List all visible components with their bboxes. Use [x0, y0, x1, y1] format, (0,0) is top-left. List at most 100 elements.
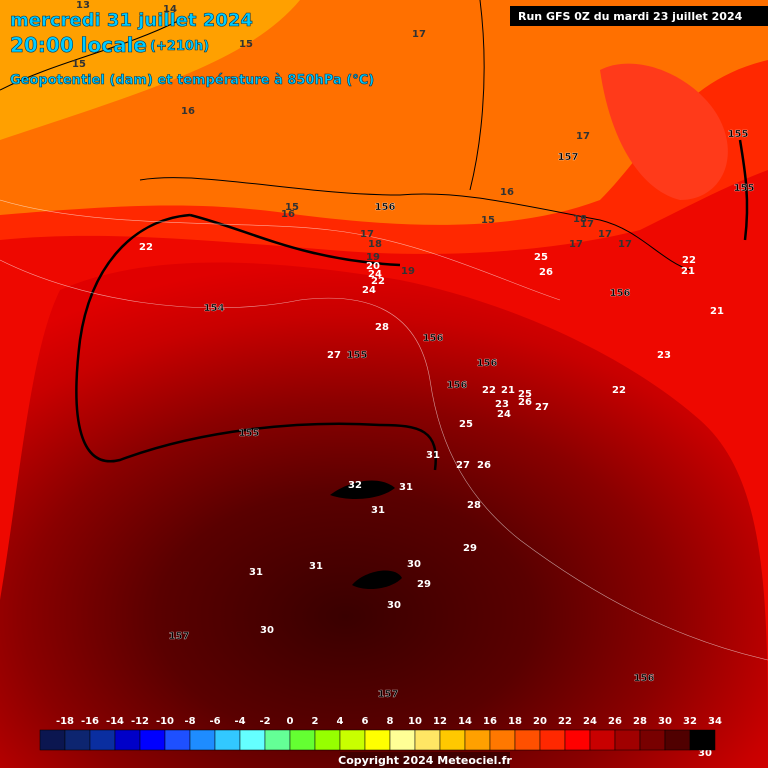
scale-label: 8 — [387, 716, 394, 727]
temperature-label: 27 — [456, 460, 470, 471]
scale-label: 32 — [683, 716, 697, 727]
temperature-label: 15 — [285, 202, 299, 213]
temperature-label: 19 — [401, 266, 415, 277]
temperature-label: 31 — [399, 482, 413, 493]
scale-label: -2 — [259, 716, 270, 727]
temperature-label: 26 — [477, 460, 491, 471]
scale-label: 22 — [558, 716, 572, 727]
temperature-label: 24 — [362, 285, 376, 296]
scale-swatch — [89, 729, 116, 751]
temperature-label: 22 — [139, 242, 153, 253]
scale-swatch — [114, 729, 141, 751]
temperature-label: 29 — [417, 579, 431, 590]
footer-box — [340, 752, 510, 768]
scale-swatch — [139, 729, 166, 751]
hot-spot — [352, 570, 402, 590]
scale-swatch — [289, 729, 316, 751]
temperature-label: 26 — [518, 397, 532, 408]
scale-swatch — [614, 729, 641, 751]
warm-zone — [0, 0, 300, 140]
scale-swatch — [64, 729, 91, 751]
geopotential-label: 155 — [734, 183, 755, 194]
geopotential-label: 156 — [634, 673, 655, 684]
temperature-label: 17 — [618, 239, 632, 250]
temperature-label: 18 — [368, 239, 382, 250]
temperature-label: 28 — [375, 322, 389, 333]
temperature-label: 22 — [682, 255, 696, 266]
temperature-label: 30 — [260, 625, 274, 636]
scale-swatch — [189, 729, 216, 751]
scale-swatch — [514, 729, 541, 751]
scale-swatch — [464, 729, 491, 751]
temperature-label: 16 — [500, 187, 514, 198]
title-block: mercredi 31 juillet 2024 20:00 locale (+… — [10, 10, 375, 89]
temperature-label: 27 — [327, 350, 341, 361]
scale-label: 14 — [458, 716, 472, 727]
scale-swatch — [689, 729, 716, 751]
temperature-label: 18 — [573, 214, 587, 225]
scale-label: -10 — [156, 716, 174, 727]
geopotential-label: 156 — [447, 380, 468, 391]
temperature-label: 23 — [495, 399, 509, 410]
scale-swatch — [589, 729, 616, 751]
color-scale: -18 -16 -14 -12 -10 -8 -6 -4 -2 0 2 4 6 8 10 12 14 16 18 20… — [39, 716, 722, 751]
temperature-label: 22 — [371, 276, 385, 287]
temperature-label: 25 — [518, 389, 532, 400]
temperature-label: 31 — [309, 561, 323, 572]
geopotential-label: 157 — [378, 689, 399, 700]
very-hot-zone — [0, 262, 768, 768]
temperature-label: 22 — [482, 385, 496, 396]
scale-label: -16 — [81, 716, 99, 727]
scale-swatch — [364, 729, 391, 751]
temperature-label: 17 — [576, 131, 590, 142]
scale-swatch — [239, 729, 266, 751]
scale-label: 20 — [533, 716, 547, 727]
temperature-label: 25 — [534, 252, 548, 263]
temperature-label: 20 — [366, 261, 380, 272]
temperature-label: 24 — [368, 269, 382, 280]
lead-time: (+210h) — [150, 39, 209, 54]
geopotential-label: 155 — [239, 428, 260, 439]
geopotential-contour — [738, 139, 749, 241]
geopotential-label: 156 — [477, 358, 498, 369]
temperature-label: 14 — [163, 4, 177, 15]
scale-swatch — [564, 729, 591, 751]
temperature-label: 27 — [535, 402, 549, 413]
geopotential-label: 154 — [204, 303, 225, 314]
scale-swatch — [314, 729, 341, 751]
temperature-label: 30 — [698, 748, 712, 759]
field: Geopotentiel (dam) et température à 850h… — [10, 73, 374, 88]
scale-label: 26 — [608, 716, 622, 727]
scale-label: 30 — [658, 716, 672, 727]
temperature-label: 15 — [481, 215, 495, 226]
geopotential-label: 157 — [558, 152, 579, 163]
temperature-contour — [0, 259, 768, 661]
geopotential-label: 156 — [423, 333, 444, 344]
temperature-label: 17 — [580, 219, 594, 230]
scale-label: -8 — [184, 716, 195, 727]
scale-label: 18 — [508, 716, 522, 727]
temperature-label: 17 — [360, 229, 374, 240]
time: 20:00 locale — [10, 33, 147, 57]
geopotential-label: 155 — [728, 129, 749, 140]
temperature-label: 25 — [459, 419, 473, 430]
temperature-label: 21 — [501, 385, 515, 396]
coastline — [469, 0, 485, 191]
scale-swatch — [389, 729, 416, 751]
scale-label: 12 — [433, 716, 447, 727]
scale-swatch — [439, 729, 466, 751]
scale-label: -14 — [106, 716, 124, 727]
copyright: Copyright 2024 Meteociel.fr — [338, 754, 512, 767]
geopotential-label: 157 — [169, 631, 190, 642]
temperature-label: 32 — [348, 480, 362, 491]
temperature-label: 31 — [249, 567, 263, 578]
scale-label: -6 — [209, 716, 220, 727]
scale-label: -4 — [234, 716, 245, 727]
scale-label: 34 — [708, 716, 722, 727]
temperature-label: 31 — [426, 450, 440, 461]
temperature-label: 17 — [412, 29, 426, 40]
temperature-label: 23 — [657, 350, 671, 361]
